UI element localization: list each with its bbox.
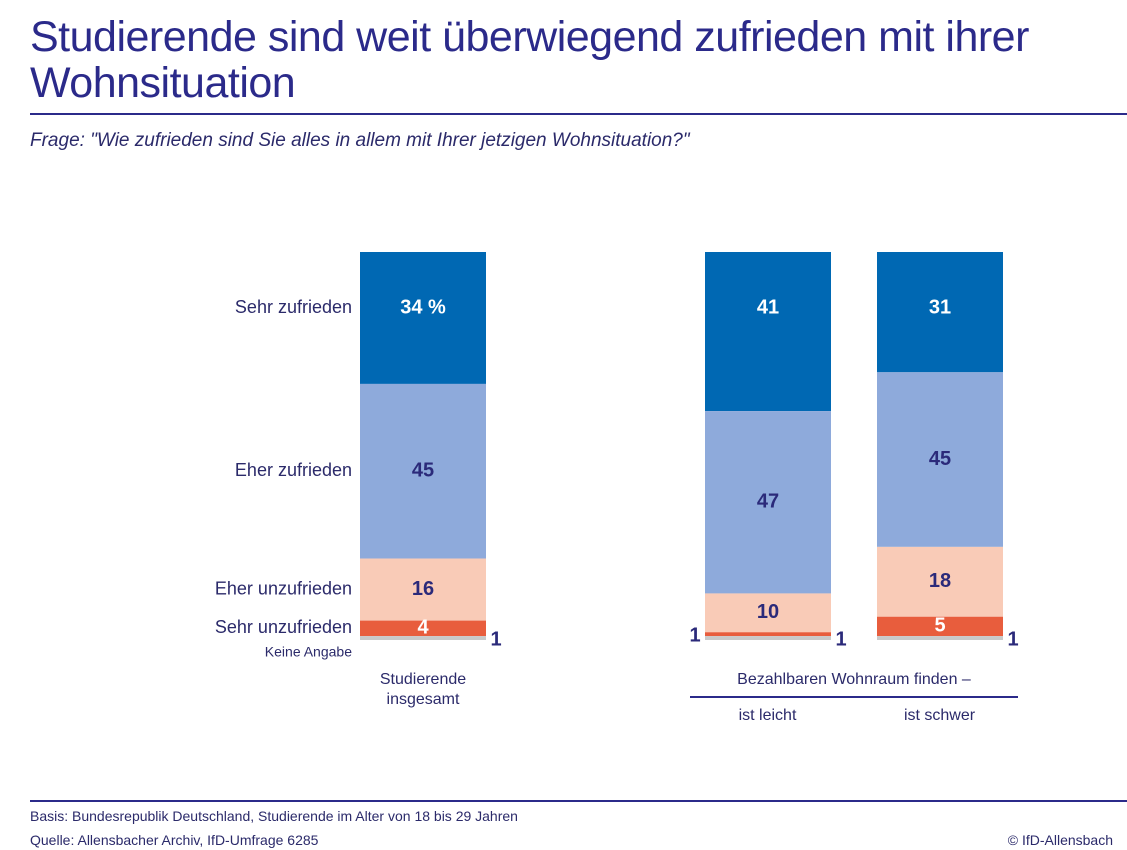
copyright: © IfD-Allensbach (1007, 832, 1113, 848)
legend-label: Keine Angabe (265, 644, 352, 660)
bar-segment (877, 636, 1003, 640)
bar-segment (360, 558, 486, 621)
value-label: 1 (835, 628, 846, 650)
value-label: 4 (417, 617, 429, 639)
bar-segment (877, 252, 1003, 373)
bar-segment (705, 636, 831, 640)
bar-segment (877, 546, 1003, 617)
footnote: Basis: Bundesrepublik Deutschland, Studi… (30, 808, 518, 824)
value-label: 31 (929, 296, 951, 318)
value-label: 45 (412, 460, 434, 482)
value-label: 1 (689, 624, 700, 646)
chart-subtitle: Frage: "Wie zufrieden sind Sie alles in … (30, 130, 690, 151)
bar-segment (877, 372, 1003, 547)
value-label: 16 (412, 578, 434, 600)
value-label: 18 (929, 570, 951, 592)
value-label: 41 (757, 296, 779, 318)
x-tick-label: ist leicht (738, 707, 797, 724)
chart-title: Studierende sind weit überwiegend zufrie… (30, 13, 1029, 107)
bar-segment (705, 411, 831, 594)
value-label: 34 % (400, 296, 446, 318)
value-label: 47 (757, 491, 779, 513)
legend-label: Sehr zufrieden (235, 297, 352, 317)
bar-segment (705, 632, 831, 637)
footnote: Quelle: Allensbacher Archiv, IfD-Umfrage… (30, 832, 319, 848)
value-label: 10 (757, 601, 779, 623)
bar-segment (360, 252, 486, 384)
value-label: 45 (929, 448, 951, 470)
x-tick-label: ist schwer (903, 707, 976, 724)
bar-segment (360, 636, 486, 640)
legend-label: Sehr unzufrieden (215, 617, 352, 637)
legend-label: Eher unzufrieden (215, 578, 352, 598)
value-label: 5 (934, 615, 945, 637)
x-tick-label: Studierende insgesamt (379, 671, 467, 708)
bar-segment (705, 593, 831, 633)
bar-segment (705, 252, 831, 412)
value-label: 1 (1007, 628, 1018, 650)
value-label: 1 (490, 628, 501, 650)
group-label: Bezahlbaren Wohnraum finden – (737, 671, 971, 688)
bar-segment (360, 383, 486, 559)
legend-label: Eher zufrieden (235, 460, 352, 480)
bar-segment (877, 616, 1003, 637)
bar-segment (360, 620, 486, 637)
